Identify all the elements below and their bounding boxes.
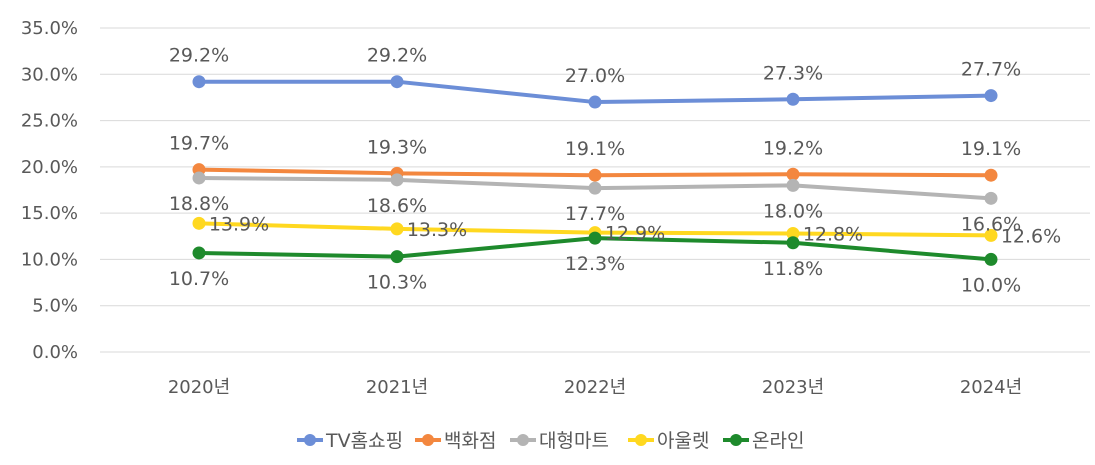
- data-label: 27.3%: [763, 62, 823, 84]
- data-point: [984, 252, 998, 266]
- data-label: 18.6%: [367, 195, 427, 217]
- data-label: 19.2%: [763, 137, 823, 159]
- data-label: 16.6%: [961, 213, 1021, 235]
- legend: TV홈쇼핑 백화점 대형마트 아울렛 온라인: [297, 430, 804, 452]
- data-label: 10.3%: [367, 272, 427, 294]
- data-point: [984, 89, 998, 103]
- data-label: 27.7%: [961, 59, 1021, 81]
- data-point: [786, 178, 800, 192]
- data-point: [390, 250, 404, 264]
- y-tick-label: 30.0%: [21, 64, 78, 85]
- data-label: 29.2%: [169, 45, 229, 67]
- data-label: 17.7%: [565, 203, 625, 225]
- legend-item: TV홈쇼핑: [297, 430, 403, 452]
- data-point: [786, 167, 800, 181]
- series-1: [192, 75, 998, 109]
- x-tick-label: 2023년: [762, 377, 824, 398]
- legend-item: 백화점: [415, 430, 496, 452]
- data-label: 18.0%: [763, 200, 823, 222]
- data-label: 19.1%: [961, 138, 1021, 160]
- x-tick-label: 2024년: [960, 377, 1022, 398]
- y-tick-label: 10.0%: [21, 249, 78, 270]
- data-label: 10.7%: [169, 268, 229, 290]
- data-label: 10.0%: [961, 274, 1021, 296]
- data-label: 19.7%: [169, 133, 229, 155]
- legend-marker: [517, 434, 529, 446]
- legend-marker: [422, 434, 434, 446]
- y-tick-label: 0.0%: [32, 342, 78, 363]
- data-label: 12.6%: [1001, 225, 1061, 247]
- x-tick-label: 2021년: [366, 377, 428, 398]
- data-label: 19.1%: [565, 138, 625, 160]
- series-5: [192, 231, 998, 266]
- legend-label: 아울렛: [657, 430, 709, 452]
- data-label: 29.2%: [367, 45, 427, 67]
- y-tick-label: 35.0%: [21, 18, 78, 39]
- legend-label: 백화점: [444, 430, 496, 452]
- data-point: [192, 75, 206, 89]
- data-point: [984, 228, 998, 242]
- x-tick-label: 2020년: [168, 377, 230, 398]
- legend-marker: [730, 434, 742, 446]
- series-lines: [192, 75, 998, 266]
- legend-label: 대형마트: [539, 430, 609, 452]
- data-point: [588, 95, 602, 109]
- data-point: [984, 191, 998, 205]
- data-point: [390, 222, 404, 236]
- data-point: [588, 181, 602, 195]
- legend-marker: [304, 434, 316, 446]
- x-tick-label: 2022년: [564, 377, 626, 398]
- data-label: 12.9%: [605, 223, 665, 245]
- y-tick-label: 20.0%: [21, 157, 78, 178]
- data-label: 13.3%: [407, 219, 467, 241]
- series-3: [192, 171, 998, 205]
- data-label: 12.3%: [565, 253, 625, 275]
- data-label: 12.8%: [803, 224, 863, 246]
- legend-marker: [635, 434, 647, 446]
- legend-item: 아울렛: [628, 430, 709, 452]
- legend-item: 온라인: [723, 430, 804, 452]
- data-point: [984, 168, 998, 182]
- legend-label: 온라인: [752, 430, 804, 452]
- y-axis: 0.0% 5.0% 10.0% 15.0% 20.0% 25.0% 30.0% 35.0%: [21, 18, 78, 363]
- gridlines: [100, 27, 1090, 353]
- data-label: 18.8%: [169, 193, 229, 215]
- data-label: 11.8%: [763, 258, 823, 280]
- y-tick-label: 5.0%: [32, 296, 78, 317]
- data-point: [786, 236, 800, 250]
- data-point: [786, 227, 800, 241]
- data-label: 13.9%: [209, 213, 269, 235]
- data-point: [192, 216, 206, 230]
- data-point: [786, 92, 800, 106]
- y-tick-label: 15.0%: [21, 203, 78, 224]
- legend-item: 대형마트: [510, 430, 609, 452]
- data-point: [390, 173, 404, 187]
- data-label: 19.3%: [367, 136, 427, 158]
- y-tick-label: 25.0%: [21, 111, 78, 132]
- data-point: [588, 231, 602, 245]
- data-point: [192, 171, 206, 185]
- data-point: [588, 168, 602, 182]
- data-point: [192, 246, 206, 260]
- legend-label: TV홈쇼핑: [325, 430, 403, 452]
- data-label: 27.0%: [565, 65, 625, 87]
- data-labels: 29.2% 29.2% 27.0% 27.3% 27.7% 19.7% 19.3% 19.1%…: [169, 45, 1061, 297]
- data-point: [390, 75, 404, 89]
- x-axis: 2020년 2021년 2022년 2023년 2024년: [168, 377, 1022, 398]
